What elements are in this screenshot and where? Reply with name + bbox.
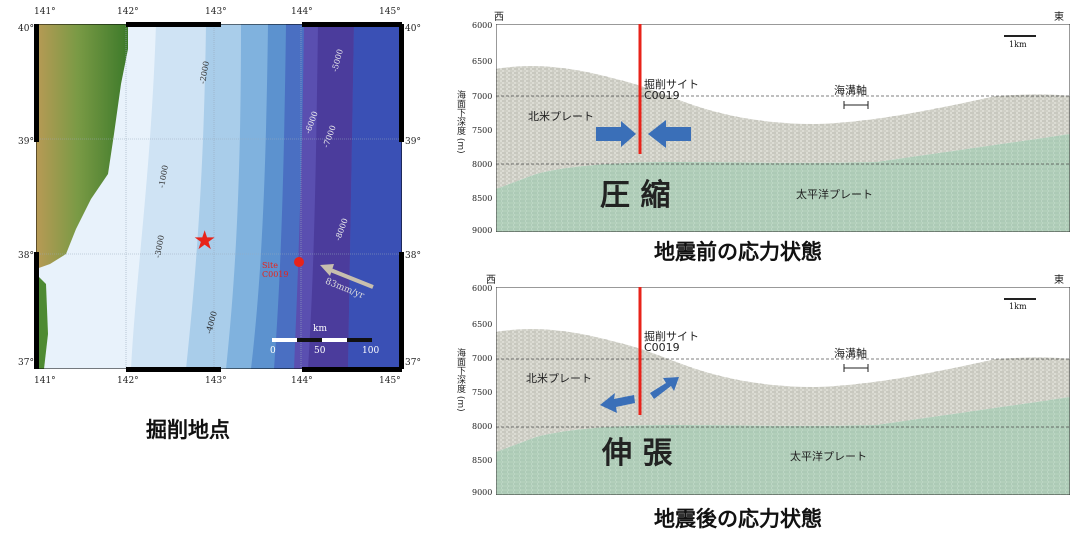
seismic-profile (496, 287, 1070, 495)
east-label: 東 (1054, 275, 1064, 286)
lat-tick: 37° (405, 358, 421, 368)
lon-tick: 144° (291, 7, 313, 17)
lon-tick: 141° (34, 376, 56, 386)
depth-tick: 7000 (472, 354, 493, 363)
scale-tick: 0 (270, 346, 276, 356)
map-frame-bar (126, 22, 221, 27)
lat-tick: 39° (18, 137, 34, 147)
lat-tick: 40° (18, 24, 34, 34)
lat-tick: 40° (405, 24, 421, 34)
lat-tick: 38° (18, 251, 34, 261)
depth-tick: 7500 (472, 388, 493, 397)
scale-tick: 50 (314, 346, 326, 356)
scale-tick: 100 (362, 346, 380, 356)
plate-motion-arrow (320, 264, 374, 289)
drill-site-code: C0019 (644, 89, 680, 102)
trench-axis-label: 海溝軸 (834, 84, 867, 97)
pacific-plate-label: 太平洋プレート (790, 450, 867, 463)
map-frame-bar (302, 367, 402, 372)
scale-unit-label: km (313, 324, 327, 334)
west-label: 西 (494, 12, 504, 23)
seismic-section-before: 西 東 海面下深度 (m) 6000 6500 7000 7500 8000 8… (450, 0, 1070, 270)
scale-label: 1km (1009, 302, 1027, 311)
drill-site-label: 掘削サイト (644, 78, 699, 91)
west-label: 西 (486, 275, 496, 286)
depth-tick: 6000 (472, 21, 493, 30)
epicenter-star-icon: ★ (193, 226, 217, 256)
drill-site-code: C0019 (644, 341, 680, 354)
depth-tick: 6000 (472, 284, 493, 293)
depth-tick: 6500 (472, 320, 493, 329)
trench-axis-label: 海溝軸 (834, 347, 867, 360)
lon-tick: 145° (379, 7, 401, 17)
depth-axis-label: 海面下深度 (m) (455, 348, 465, 412)
lat-tick: 39° (405, 137, 421, 147)
lon-tick: 143° (205, 376, 227, 386)
map-frame-bar (126, 367, 221, 372)
pacific-plate-label: 太平洋プレート (796, 188, 873, 201)
depth-tick: 7500 (472, 126, 493, 135)
section-caption-after: 地震後の応力状態 (654, 507, 822, 531)
seismic-section-after: 西 東 海面下深度 (m) 6000 6500 7000 7500 8000 8… (450, 270, 1070, 500)
map-frame-bar (34, 252, 39, 369)
depth-tick: 8500 (472, 194, 493, 203)
north-american-plate-label: 北米プレート (528, 110, 594, 123)
bathymetry-map (36, 24, 402, 369)
depth-tick: 8500 (472, 456, 493, 465)
depth-tick: 9000 (472, 488, 493, 497)
location-map: 141° 142° 143° 144° 145° 141° 142° 143° … (0, 0, 421, 400)
map-frame-bar (399, 252, 404, 369)
map-frame-bar (399, 24, 404, 142)
scale-label: 1km (1009, 40, 1027, 49)
east-label: 東 (1054, 12, 1064, 23)
drill-site-label: Site C0019 (262, 261, 289, 279)
lon-tick: 143° (205, 7, 227, 17)
lon-tick: 142° (117, 7, 139, 17)
depth-tick: 9000 (472, 226, 493, 235)
map-caption: 掘削地点 (146, 418, 230, 442)
depth-tick: 7000 (472, 92, 493, 101)
depth-tick: 8000 (472, 160, 493, 169)
depth-tick: 6500 (472, 57, 493, 66)
lat-tick: 37° (18, 358, 34, 368)
lat-tick: 38° (405, 251, 421, 261)
stress-state-label: 圧 縮 (600, 178, 671, 213)
lon-tick: 142° (117, 376, 139, 386)
lon-tick: 144° (291, 376, 313, 386)
lon-tick: 145° (379, 376, 401, 386)
section-caption-before: 地震前の応力状態 (654, 240, 822, 264)
map-frame-bar (302, 22, 402, 27)
map-scale-bar (272, 338, 372, 342)
map-frame-bar (34, 24, 39, 142)
seismic-profile (496, 24, 1070, 232)
drill-site-marker (294, 257, 304, 267)
depth-tick: 8000 (472, 422, 493, 431)
north-american-plate-label: 北米プレート (526, 372, 592, 385)
depth-axis-label: 海面下深度 (m) (455, 90, 465, 154)
stress-state-label: 伸 張 (602, 436, 673, 471)
drill-site-label: 掘削サイト (644, 330, 699, 343)
lon-tick: 141° (34, 7, 56, 17)
